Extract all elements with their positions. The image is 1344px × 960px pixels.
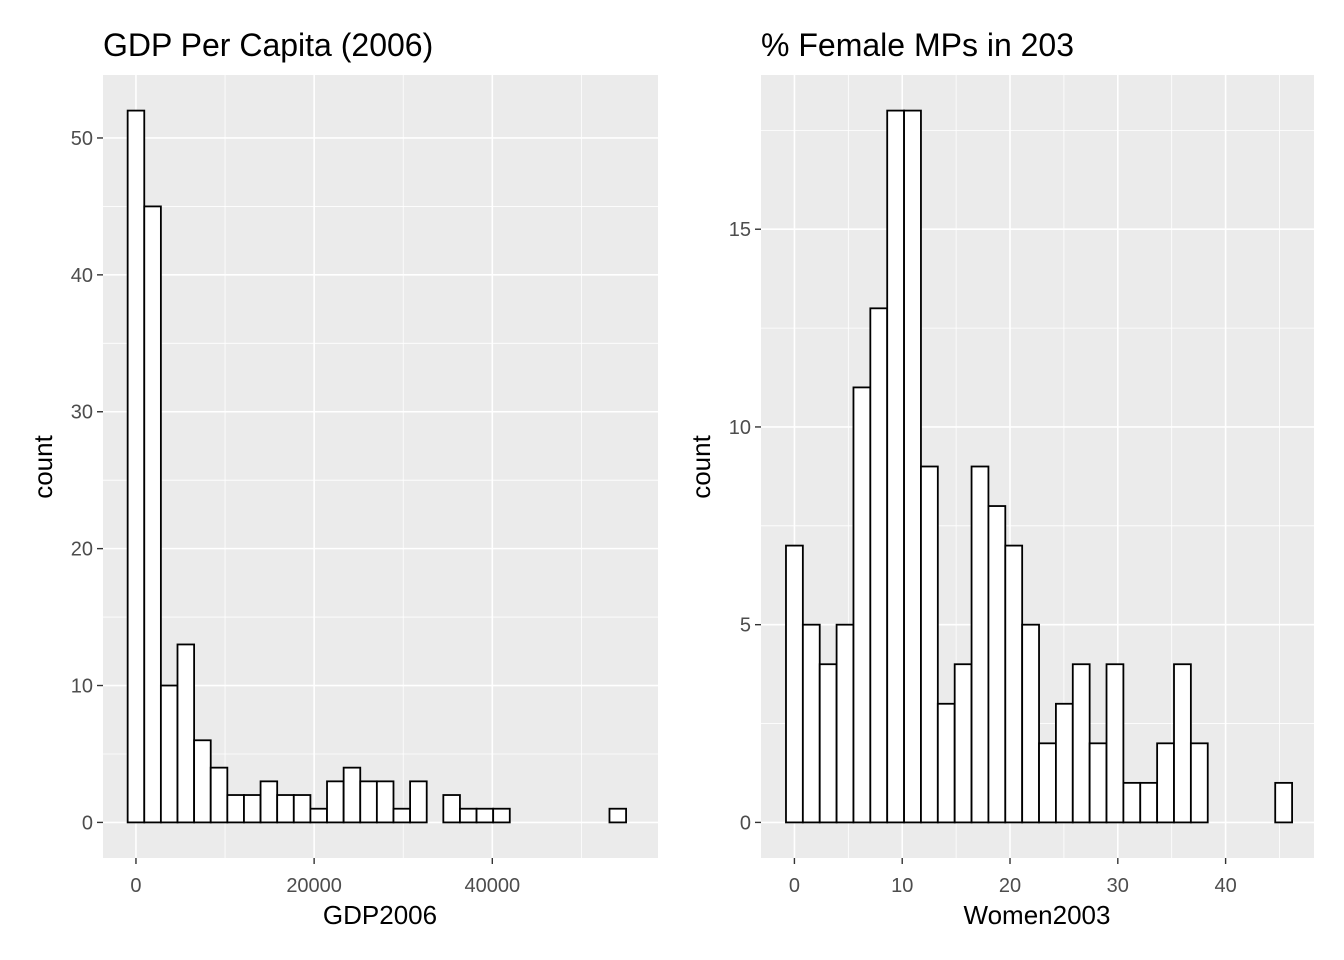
gdp-plot-background	[103, 75, 658, 858]
women-y-tick-label: 5	[740, 615, 751, 637]
women-bar	[869, 307, 889, 824]
women-bar	[953, 663, 973, 824]
women-bar	[852, 386, 872, 824]
women-bar	[1088, 742, 1108, 824]
women-y-axis-title: count	[686, 434, 716, 498]
gdp-x-tick-label: 40000	[464, 875, 520, 897]
gdp-y-tick-label: 30	[71, 402, 93, 424]
women-bar	[920, 465, 939, 824]
women-histogram-panel: % Female MPs in 203 0 5 10 15 0 10 20 30 40 Wom…	[686, 27, 1314, 930]
women-y-tick-label: 15	[729, 219, 751, 241]
gdp-x-axis-title: GDP2006	[323, 900, 437, 930]
gdp-bar	[359, 780, 378, 824]
women-chart-title: % Female MPs in 203	[761, 27, 1074, 63]
women-x-tick-label: 20	[999, 875, 1021, 897]
gdp-bar	[409, 780, 428, 824]
gdp-y-axis: 0 10 20 30 40 50	[71, 128, 103, 834]
gdp-bar	[226, 794, 245, 824]
gdp-bar	[608, 807, 627, 824]
women-bar	[1156, 742, 1175, 824]
gdp-bar	[259, 780, 279, 824]
women-bar	[1274, 781, 1293, 824]
women-bar	[903, 109, 922, 824]
gdp-y-tick-label: 50	[71, 128, 93, 150]
women-x-tick-label: 30	[1107, 875, 1129, 897]
women-bar	[1038, 742, 1057, 824]
gdp-y-tick-label: 0	[82, 812, 93, 834]
gdp-bar	[326, 780, 345, 824]
women-bar	[987, 505, 1007, 824]
gdp-x-tick-label: 0	[130, 875, 141, 897]
women-bar	[801, 623, 821, 824]
women-bar	[818, 663, 838, 824]
women-y-tick-label: 0	[740, 812, 751, 834]
women-x-axis: 0 10 20 30 40	[789, 858, 1237, 897]
women-bar	[886, 109, 905, 824]
gdp-bar	[459, 807, 478, 824]
women-bar	[1055, 702, 1074, 824]
gdp-bar	[209, 766, 229, 824]
women-y-tick-label: 10	[729, 417, 751, 439]
women-bar	[1004, 544, 1024, 824]
gdp-bar	[143, 205, 162, 824]
gdp-bar	[243, 794, 262, 824]
gdp-bar	[309, 807, 328, 824]
gdp-bar	[342, 766, 362, 824]
gdp-bar	[159, 684, 179, 824]
gdp-chart-title: GDP Per Capita (2006)	[103, 27, 433, 63]
women-x-tick-label: 40	[1214, 875, 1236, 897]
women-x-axis-title: Women2003	[964, 900, 1111, 930]
gdp-x-tick-label: 20000	[286, 875, 342, 897]
women-bar	[1189, 742, 1209, 824]
women-bar	[785, 544, 804, 824]
women-bar	[1139, 781, 1159, 824]
gdp-bar	[375, 780, 395, 824]
gdp-bar	[492, 807, 511, 824]
women-bar	[1021, 623, 1040, 824]
gdp-y-tick-label: 40	[71, 265, 93, 287]
gdp-y-axis-title: count	[28, 434, 58, 498]
women-y-axis: 0 5 10 15	[729, 219, 761, 834]
gdp-bar	[126, 109, 146, 824]
women-bars	[785, 109, 1293, 824]
gdp-x-axis: 0 20000 40000	[130, 858, 520, 897]
gdp-bars	[126, 109, 627, 824]
gdp-y-tick-label: 10	[71, 676, 93, 698]
women-bar	[970, 465, 990, 824]
gdp-bar	[475, 807, 495, 824]
women-bar	[1122, 781, 1142, 824]
gdp-bar	[442, 794, 461, 824]
gdp-bar	[276, 794, 295, 824]
women-bar	[1071, 663, 1091, 824]
gdp-bar	[193, 739, 212, 824]
women-bar	[1105, 663, 1125, 824]
women-bar	[1173, 663, 1192, 824]
gdp-bar	[292, 794, 312, 824]
gdp-y-tick-label: 20	[71, 539, 93, 561]
gdp-bar	[392, 807, 411, 824]
women-x-tick-label: 0	[789, 875, 800, 897]
women-x-tick-label: 10	[891, 875, 913, 897]
gdp-bar	[176, 643, 196, 824]
women-bar	[835, 623, 855, 824]
gdp-histogram-panel: GDP Per Capita (2006) 0 10 20 30 40 50 0 20000…	[28, 27, 658, 930]
women-bar	[936, 702, 956, 824]
